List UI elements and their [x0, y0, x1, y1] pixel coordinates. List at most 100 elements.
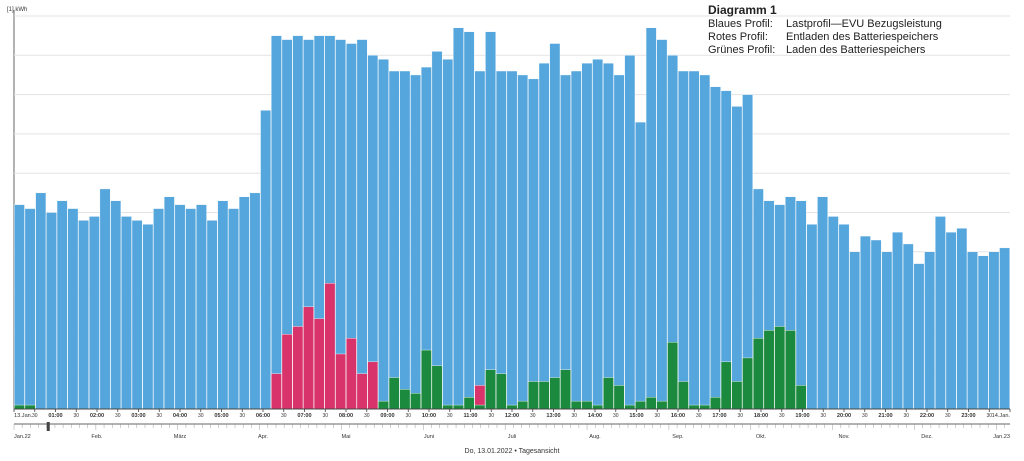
bar-red: [303, 306, 314, 410]
bar-blue: [860, 235, 871, 410]
bar-green: [624, 404, 636, 410]
bar-blue: [249, 192, 261, 410]
bar-blue: [506, 70, 518, 410]
x-tick-label: 08:00: [339, 413, 353, 419]
bar-blue: [645, 27, 657, 410]
x-tick-label: 30: [696, 413, 702, 419]
bar-blue: [795, 200, 807, 410]
bar-blue: [806, 224, 818, 410]
bar-green: [495, 373, 507, 410]
x-tick-label: 18:00: [754, 413, 768, 419]
x-tick-label: 06:00: [256, 413, 270, 419]
bar-blue: [228, 208, 239, 410]
bar-blue: [260, 110, 272, 410]
bar-blue: [635, 121, 646, 410]
bar-blue: [838, 224, 850, 410]
bar-blue: [977, 255, 989, 410]
x-tick-label: 30: [903, 413, 909, 419]
bar-blue: [410, 74, 421, 410]
bar-blue: [902, 243, 914, 410]
timeline-label: Jan.22: [14, 434, 31, 440]
bar-green: [420, 349, 432, 410]
bar-green: [603, 377, 614, 410]
legend-text: Entladen des Batteriespeichers: [786, 31, 939, 43]
bar-blue: [528, 78, 539, 410]
x-tick-label: 11:00: [464, 413, 478, 419]
bar-blue: [538, 62, 550, 410]
bar-blue: [46, 212, 57, 410]
bar-blue: [688, 70, 700, 410]
legend-text: Laden des Batteriespeichers: [786, 44, 926, 56]
x-tick-label: 30: [779, 413, 785, 419]
bar-blue: [495, 70, 507, 410]
x-tick-label: 14.Jan.: [992, 413, 1011, 419]
bar-red: [356, 373, 368, 410]
legend-key: Grünes Profil:: [708, 44, 776, 56]
x-tick-label: 30: [488, 413, 494, 419]
x-tick-label: 30: [115, 413, 121, 419]
bar-blue: [88, 216, 100, 410]
bar-green: [13, 404, 25, 410]
bar-blue: [238, 196, 250, 410]
timeline-label: Apr.: [258, 434, 268, 440]
bar-green: [635, 400, 646, 410]
bar-red: [346, 338, 357, 410]
bar-blue: [613, 74, 625, 410]
bar-blue: [624, 55, 636, 410]
x-tick-label: 30: [654, 413, 660, 419]
bar-blue: [581, 62, 593, 410]
bar-blue: [153, 208, 164, 410]
x-tick-label: 09:00: [380, 413, 394, 419]
bar-blue: [206, 220, 218, 410]
timeline-label: Juni: [424, 434, 434, 440]
timeline-label: Jan.23: [993, 434, 1010, 440]
bar-blue: [999, 247, 1010, 410]
x-tick-label: 19:00: [795, 413, 809, 419]
x-tick-label: 12:00: [505, 413, 519, 419]
bar-blue: [924, 251, 936, 410]
x-tick-label: 10:00: [422, 413, 436, 419]
bar-green: [752, 338, 764, 410]
x-tick-label: 30: [613, 413, 619, 419]
x-tick-label: 30: [364, 413, 370, 419]
bar-blue: [731, 106, 743, 410]
timeline-label: Okt.: [756, 434, 767, 440]
x-tick-label: 30: [571, 413, 577, 419]
x-tick-label: 30: [322, 413, 328, 419]
bar-red: [335, 353, 347, 410]
bar-green: [742, 357, 753, 410]
bar-green: [592, 404, 604, 410]
bar-blue: [699, 74, 711, 410]
legend-text: Lastprofil—EVU Bezugsleistung: [786, 18, 942, 30]
bar-blue: [678, 70, 689, 410]
legend-key: Blaues Profil:: [708, 18, 773, 30]
x-tick-label: 30: [281, 413, 287, 419]
bar-green: [731, 381, 743, 410]
x-tick-label: 13:00: [546, 413, 560, 419]
bar-blue: [870, 239, 882, 410]
bar-blue: [24, 208, 36, 410]
x-tick-label: 03:00: [131, 413, 145, 419]
bar-green: [431, 365, 443, 410]
bar-red: [313, 318, 325, 410]
bar-blue: [271, 35, 282, 410]
bar-blue: [356, 39, 368, 410]
bar-blue: [549, 43, 561, 410]
bar-green: [549, 377, 561, 410]
legend-key: Rotes Profil:: [708, 31, 768, 43]
bar-green: [613, 385, 625, 410]
bar-blue: [517, 74, 529, 410]
bar-blue: [956, 228, 968, 410]
bar-blue: [35, 192, 47, 410]
x-tick-label: 30: [530, 413, 536, 419]
bar-red: [367, 361, 379, 410]
bar-blue: [196, 204, 207, 410]
bar-green: [399, 389, 411, 410]
bar-blue: [431, 51, 443, 410]
y-axis-label: [1] kWh: [7, 7, 28, 13]
x-tick-label: 30: [405, 413, 411, 419]
bar-blue: [163, 196, 175, 410]
timeline-label: Nov.: [838, 434, 850, 440]
bar-green: [763, 330, 775, 410]
bar-blue: [570, 70, 582, 410]
